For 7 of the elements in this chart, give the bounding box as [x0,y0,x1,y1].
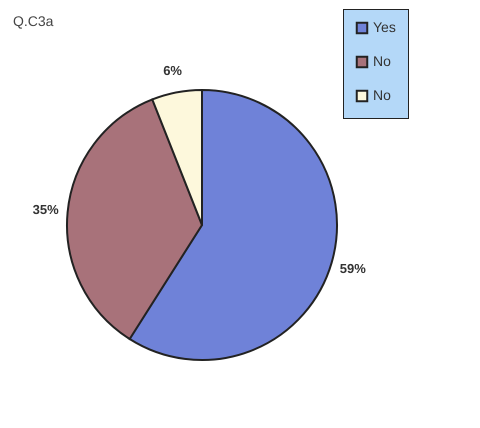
data-label: 59% [340,260,366,276]
chart-title: Q.C3a [13,13,54,29]
legend-label: No [373,87,392,103]
legend-label: No [373,53,392,69]
data-label: 35% [32,202,60,218]
legend-label: Yes [373,19,396,35]
data-label: 6% [163,62,182,78]
